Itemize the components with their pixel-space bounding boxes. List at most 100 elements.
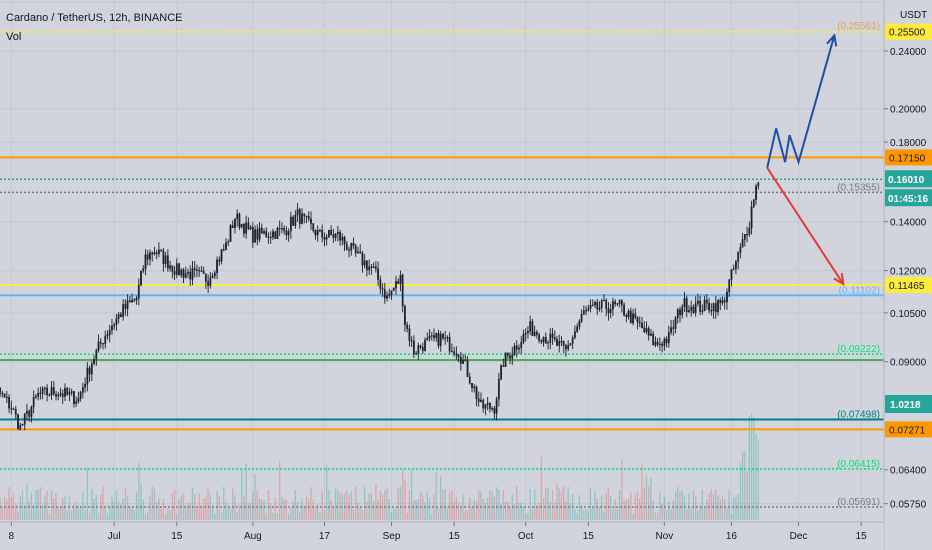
volume-bar [88,512,91,520]
time-tick-label: Jul [108,531,121,542]
candle-body [421,347,424,351]
candle-body [158,249,160,254]
volume-bar [583,510,585,520]
volume-bar [82,492,84,520]
candle-body [656,341,659,345]
current-price-badge [885,170,932,188]
volume-bar [525,513,527,520]
volume-bar [202,498,205,520]
volume-bar [218,496,220,520]
candle-body [229,225,232,242]
volume-indicator-label[interactable]: Vol [6,31,21,43]
volume-bar [214,513,216,520]
bearish-projection-line[interactable] [766,167,845,285]
volume-bar [679,491,681,520]
volume-bar [457,503,460,520]
chart-title[interactable]: Cardano / TetherUS, 12h, BINANCE [6,12,183,24]
volume-bar [220,512,223,520]
candle-body [55,393,57,397]
volume-bar [366,502,368,520]
volume-bar [147,511,149,520]
price-axis[interactable]: 0.24000 0.20000 0.18000 0.14000 0.12000 0.105… [884,47,927,511]
candle-body [209,277,212,286]
volume-bar [563,486,565,520]
volume-bar [466,510,469,520]
volume-bar [569,503,572,520]
volume-bar [741,451,744,520]
candle-body [638,321,641,324]
volume-bar [35,489,37,520]
candle-body [216,259,218,274]
candle-body [374,266,377,269]
candle-body [312,223,315,231]
volume-bar [341,494,343,520]
price-tick-label: 0.24000 [890,47,927,58]
candle-body [629,310,632,324]
candle-body [281,228,283,230]
candle-body [289,216,292,232]
volume-bar [663,496,666,520]
volume-bar [372,500,375,520]
volume-bar [97,513,100,520]
axis-unit-label: USDT [900,10,927,21]
candle-body [703,299,706,311]
candle-body [614,301,617,305]
candle-body [679,309,681,316]
candlesticks [0,181,760,431]
volume-bar [363,486,366,520]
volume-bar [545,488,547,520]
volume-bar [234,494,236,520]
level-value-label: (0.07498) [837,409,880,420]
level-value-label: (0.11102) [839,285,880,296]
volume-bar [632,513,634,520]
candle-body [155,252,158,254]
volume-bar [415,500,417,520]
candle-body [607,308,610,314]
candle-body [571,337,574,344]
projection-arrows[interactable] [766,33,845,286]
candle-body [683,298,686,307]
candle-body [84,384,86,388]
candle-body [113,324,116,327]
candle-body [741,239,744,248]
volume-bar [377,499,379,520]
candle-body [544,337,547,344]
volume-bar [236,512,238,520]
volume-bar [370,493,373,520]
candle-body [135,297,138,301]
candle-body [665,338,668,344]
candle-body [238,213,241,228]
candle-body [596,302,599,310]
candle-body [388,294,391,297]
candle-body [681,306,684,316]
time-axis[interactable]: 8 Jul 15 Aug 17 Sep 15 Oct 15 Nov 16 Dec 15 [9,522,868,542]
level-badge [885,23,932,40]
volume-bar [122,498,124,520]
candle-body [730,269,733,280]
price-badges: 0.25500 (0.25561) 0.17150 (0.15355) 0.11465 (… [837,21,932,508]
candle-body [451,351,453,353]
bullish-projection-line[interactable] [766,35,836,168]
volume-bar [455,497,458,520]
volume-bar [686,509,688,520]
volume-bar [567,486,569,520]
candle-body [477,398,480,402]
volume-bar [225,502,227,520]
volume-bar [261,499,263,520]
candle-body [448,337,451,352]
candle-body [14,409,17,415]
volume-bar [53,498,55,520]
candle-body [276,227,279,239]
candle-body [251,227,254,243]
candle-body [142,268,145,272]
volume-bar [46,490,48,520]
candle-body [104,335,107,345]
candle-body [205,273,207,282]
horizontal-levels[interactable] [0,30,884,508]
candle-body [641,322,643,329]
volume-bar [542,498,545,520]
candle-body [636,317,639,323]
volume-bar [68,495,71,520]
